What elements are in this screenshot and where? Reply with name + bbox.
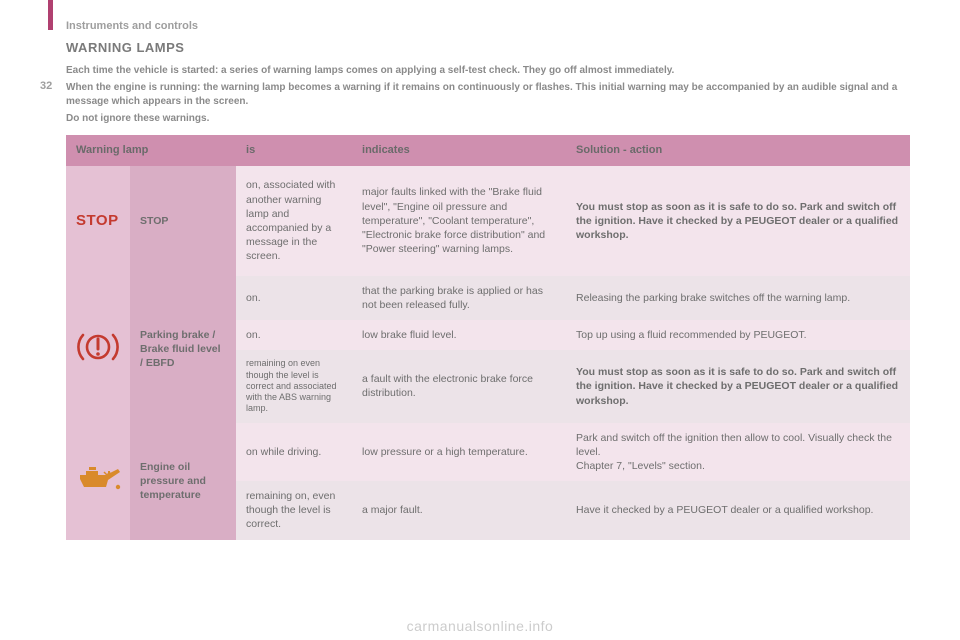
cell-is: on, associated with another warning lamp… [236,166,352,276]
warning-lamps-table: Warning lamp is indicates Solution - act… [66,135,910,540]
lamp-name: Parking brake / Brake fluid level / EBFD [130,276,236,423]
lamp-icon-cell: STOP [66,166,130,276]
th-is: is [236,135,352,166]
cell-is: on. [236,276,352,320]
table-row: Engine oil pressure and temperature on w… [66,423,910,482]
cell-indicates: that the parking brake is applied or has… [352,276,566,320]
cell-indicates: low pressure or a high temperature. [352,423,566,482]
section-title: WARNING LAMPS [66,40,920,55]
table-header-row: Warning lamp is indicates Solution - act… [66,135,910,166]
intro-line: When the engine is running: the warning … [66,81,910,110]
table-row: Parking brake / Brake fluid level / EBFD… [66,276,910,320]
lamp-name: Engine oil pressure and temperature [130,423,236,540]
lamp-name: STOP [130,166,236,276]
accent-stripe [48,0,53,30]
cell-is: remaining on, even though the level is c… [236,481,352,540]
cell-solution: Top up using a fluid recommended by PEUG… [566,320,910,350]
lamp-icon-cell [66,423,130,540]
cell-is: on while driving. [236,423,352,482]
table-row: STOP STOP on, associated with another wa… [66,166,910,276]
cell-indicates: major faults linked with the "Brake flui… [352,166,566,276]
intro-line: Each time the vehicle is started: a seri… [66,64,910,79]
cell-indicates: low brake fluid level. [352,320,566,350]
cell-indicates: a major fault. [352,481,566,540]
cell-solution: You must stop as soon as it is safe to d… [566,166,910,276]
cell-solution: Releasing the parking brake switches off… [566,276,910,320]
brake-icon [76,329,120,369]
cell-solution: Park and switch off the ignition then al… [566,423,910,482]
intro-line: Do not ignore these warnings. [66,112,910,127]
oil-can-icon [76,465,122,497]
chapter-label: Instruments and controls [66,20,920,32]
stop-icon: STOP [76,212,119,229]
intro-block: Each time the vehicle is started: a seri… [66,64,910,128]
cell-is: remaining on even though the level is co… [236,350,352,422]
th-indicates: indicates [352,135,566,166]
cell-solution: You must stop as soon as it is safe to d… [566,350,910,422]
page-number: 32 [40,80,52,92]
th-lamp: Warning lamp [66,135,236,166]
cell-indicates: a fault with the electronic brake force … [352,350,566,422]
cell-is: on. [236,320,352,350]
page-header: Instruments and controls WARNING LAMPS [66,20,920,61]
watermark: carmanualsonline.info [0,618,960,634]
cell-solution: Have it checked by a PEUGEOT dealer or a… [566,481,910,540]
th-solution: Solution - action [566,135,910,166]
lamp-icon-cell [66,276,130,423]
